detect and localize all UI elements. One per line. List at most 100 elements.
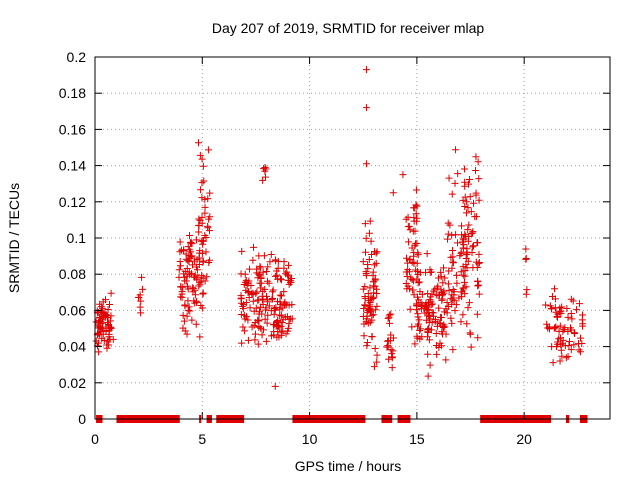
data-point [257, 303, 265, 311]
data-point [453, 279, 461, 287]
data-point [406, 255, 414, 263]
data-point [267, 250, 275, 258]
data-point [259, 268, 267, 276]
data-point [368, 316, 376, 324]
data-point [261, 315, 269, 323]
data-point [371, 276, 379, 284]
x-tick-label: 10 [302, 431, 318, 447]
data-point [445, 174, 453, 182]
data-point [403, 254, 411, 262]
data-point [447, 253, 455, 261]
data-point [183, 312, 191, 320]
data-point [372, 259, 380, 267]
data-point [414, 279, 422, 287]
data-point [475, 175, 483, 183]
data-point [441, 323, 449, 331]
data-point [179, 311, 187, 319]
data-point [558, 340, 566, 348]
data-point [196, 333, 204, 341]
data-point [564, 352, 572, 360]
data-point [198, 179, 206, 187]
data-point [433, 350, 441, 358]
data-point [385, 355, 393, 363]
data-point [198, 213, 206, 221]
data-point [270, 331, 278, 339]
data-point [94, 339, 102, 347]
data-point [406, 305, 414, 313]
data-point [242, 286, 250, 294]
data-point [237, 294, 245, 302]
data-point [263, 292, 271, 300]
data-point [440, 323, 448, 331]
data-point [195, 254, 203, 262]
data-point [264, 263, 272, 271]
data-point [469, 242, 477, 250]
data-point [452, 231, 460, 239]
data-point [184, 297, 192, 305]
data-point [567, 326, 575, 334]
data-point [408, 244, 416, 252]
data-point [184, 285, 192, 293]
data-point [270, 310, 278, 318]
data-point [256, 279, 264, 287]
data-point [438, 328, 446, 336]
data-point [523, 286, 531, 294]
data-point [431, 317, 439, 325]
data-point [466, 330, 474, 338]
data-point [245, 265, 253, 273]
data-point [360, 332, 368, 340]
data-point [96, 300, 104, 308]
data-point [138, 273, 146, 281]
data-point [271, 382, 279, 390]
data-point [463, 198, 471, 206]
data-point [459, 311, 467, 319]
data-point [473, 239, 481, 247]
data-point [411, 340, 419, 348]
data-point [449, 247, 457, 255]
data-point [198, 155, 206, 163]
data-point [454, 239, 462, 247]
data-point [437, 313, 445, 321]
data-point [389, 189, 397, 197]
data-point [465, 221, 473, 229]
data-point [199, 162, 207, 170]
data-point [371, 344, 379, 352]
y-tick-label: 0.06 [59, 302, 86, 318]
data-point [457, 318, 465, 326]
data-point [571, 329, 579, 337]
data-point [239, 302, 247, 310]
data-point [474, 158, 482, 166]
data-point [95, 348, 103, 356]
data-point [362, 104, 370, 112]
data-point [187, 238, 195, 246]
data-point [414, 251, 422, 259]
data-point [249, 297, 257, 305]
data-point [462, 251, 470, 259]
data-point [464, 180, 472, 188]
data-point [449, 259, 457, 267]
y-tick-label: 0.14 [59, 158, 86, 174]
data-point [447, 314, 455, 322]
data-point [97, 320, 105, 328]
data-point [575, 346, 583, 354]
data-point [463, 320, 471, 328]
data-point [269, 286, 277, 294]
data-point [206, 189, 214, 197]
data-point [434, 291, 442, 299]
data-point [475, 281, 483, 289]
data-point [462, 232, 470, 240]
data-point [423, 316, 431, 324]
data-point [444, 280, 452, 288]
data-point [442, 356, 450, 364]
data-point [279, 327, 287, 335]
data-point [447, 294, 455, 302]
y-tick-label: 0.1 [67, 230, 87, 246]
data-point [251, 319, 259, 327]
data-point [139, 285, 147, 293]
data-point [201, 195, 209, 203]
data-point [567, 310, 575, 318]
data-point [444, 235, 452, 243]
data-point [556, 357, 564, 365]
data-point [439, 279, 447, 287]
data-point [387, 310, 395, 318]
